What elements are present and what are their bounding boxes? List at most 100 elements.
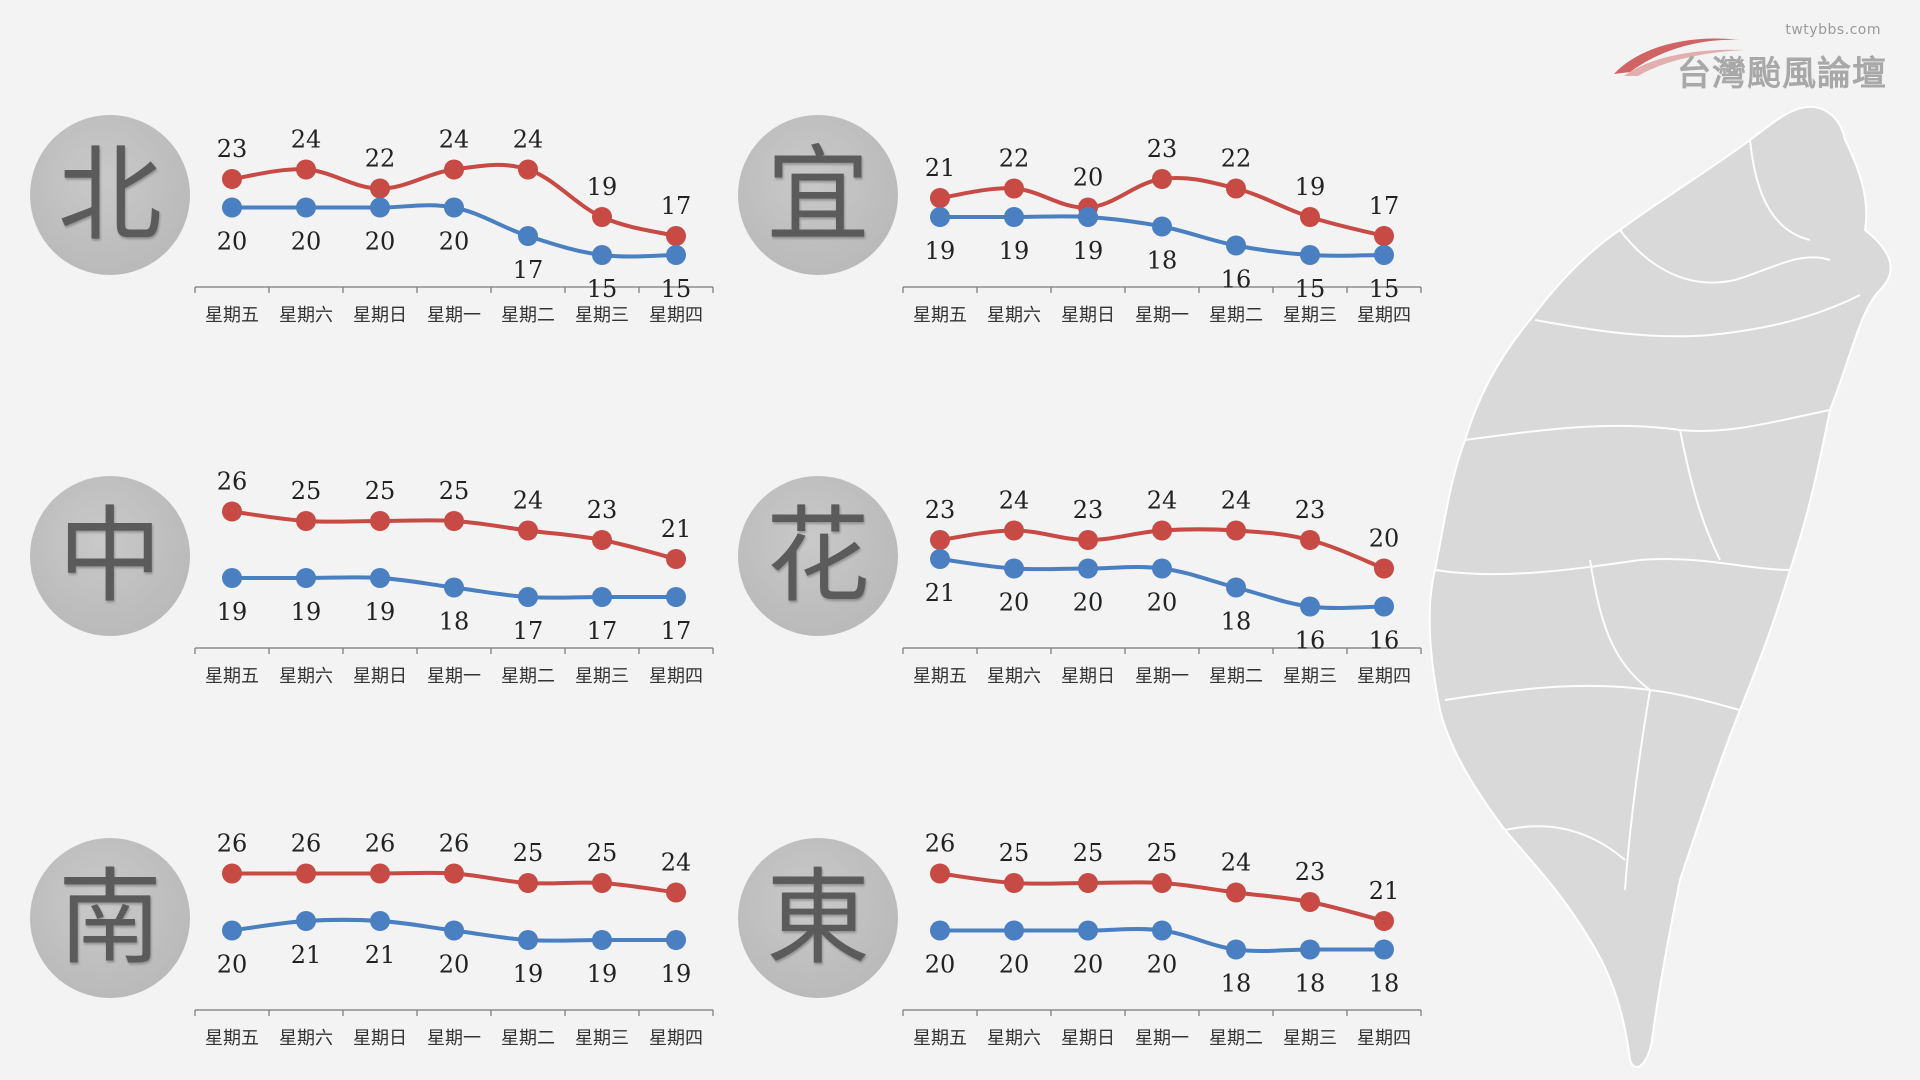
region-badge xyxy=(738,115,898,275)
data-label-low: 15 xyxy=(1295,275,1326,303)
x-tick-label: 星期五 xyxy=(913,666,967,687)
x-tick-label: 星期三 xyxy=(1283,1028,1337,1049)
x-tick-label: 星期三 xyxy=(575,666,629,687)
point-high xyxy=(222,863,242,884)
data-label-low: 20 xyxy=(999,951,1030,979)
temperature-chart-hualien: 星期五 星期六 星期日 星期一 星期二 星期三 星期四 23 24 23 24 24 23 20 21 20 2… xyxy=(902,487,1422,687)
data-label-low: 19 xyxy=(587,960,618,988)
point-high xyxy=(518,159,538,180)
data-label-high: 19 xyxy=(1295,173,1326,201)
x-tick-label: 星期日 xyxy=(353,666,407,687)
point-high xyxy=(1078,873,1098,893)
point-low xyxy=(518,226,538,246)
point-low xyxy=(1004,207,1024,227)
point-low xyxy=(930,549,950,569)
point-high xyxy=(222,169,242,189)
region-name: 宜 xyxy=(765,134,870,256)
x-tick-label: 星期一 xyxy=(1135,666,1189,687)
data-label-high: 26 xyxy=(291,830,322,858)
data-label-high: 19 xyxy=(587,173,618,201)
panel-north: 北 星期五 星期六 星期日 星期一 星期二 星期三 星期四 23 24 22 24 24 19 17 20 2… xyxy=(30,115,750,355)
data-label-high: 23 xyxy=(1295,858,1326,886)
x-tick-label: 星期二 xyxy=(1209,1028,1263,1049)
point-low xyxy=(222,920,242,941)
x-tick-label: 星期四 xyxy=(649,1028,703,1049)
point-low xyxy=(1152,216,1172,237)
panel-yilan: 宜 星期五 星期六 星期日 星期一 星期二 星期三 星期四 21 22 20 23 22 19 17 19 1… xyxy=(738,115,1458,355)
point-low xyxy=(296,197,316,218)
data-label-high: 17 xyxy=(1369,192,1400,220)
point-high xyxy=(930,530,950,550)
point-low xyxy=(666,245,686,265)
point-high xyxy=(518,520,538,541)
data-label-high: 21 xyxy=(925,154,956,182)
data-label-low: 19 xyxy=(217,598,248,626)
region-badge xyxy=(30,838,190,998)
data-label-high: 26 xyxy=(217,468,248,496)
x-tick-label: 星期四 xyxy=(1357,1028,1411,1049)
point-high xyxy=(666,882,686,903)
point-high xyxy=(666,226,686,246)
data-label-low: 20 xyxy=(1147,589,1178,617)
data-label-high: 21 xyxy=(661,515,692,543)
point-high xyxy=(370,511,390,531)
point-low xyxy=(930,207,950,227)
x-tick-label: 星期一 xyxy=(427,666,481,687)
point-high xyxy=(1226,520,1246,541)
logo-title: 台灣颱風論壇 xyxy=(1677,54,1887,94)
data-label-low: 20 xyxy=(1073,589,1104,617)
data-label-low: 20 xyxy=(291,228,322,256)
x-tick-label: 星期一 xyxy=(1135,305,1189,326)
region-name: 南 xyxy=(57,857,162,979)
x-tick-label: 星期二 xyxy=(501,1028,555,1049)
point-high xyxy=(296,863,316,884)
point-low xyxy=(444,920,464,941)
point-low xyxy=(592,930,612,950)
temperature-chart-central: 星期五 星期六 星期日 星期一 星期二 星期三 星期四 26 25 25 25 24 23 21 19 19 1… xyxy=(194,468,714,687)
site-logo[interactable]: twtybbs.com 台灣颱風論壇 xyxy=(1600,18,1905,94)
data-label-high: 17 xyxy=(661,192,692,220)
point-high xyxy=(1004,520,1024,541)
x-tick-label: 星期三 xyxy=(575,1028,629,1049)
point-high xyxy=(1374,226,1394,246)
data-label-high: 26 xyxy=(925,830,956,858)
data-label-high: 22 xyxy=(999,145,1030,173)
data-label-low: 18 xyxy=(439,608,470,636)
data-label-high: 24 xyxy=(1221,849,1252,877)
x-tick-label: 星期一 xyxy=(427,305,481,326)
x-tick-label: 星期日 xyxy=(1061,666,1115,687)
x-tick-label: 星期二 xyxy=(501,666,555,687)
data-label-high: 24 xyxy=(661,849,692,877)
temperature-chart-east: 星期五 星期六 星期日 星期一 星期二 星期三 星期四 26 25 25 25 24 23 21 20 20 2… xyxy=(902,830,1422,1049)
x-tick-label: 星期一 xyxy=(1135,1028,1189,1049)
point-high xyxy=(296,511,316,531)
data-label-low: 20 xyxy=(925,951,956,979)
data-label-high: 24 xyxy=(513,487,544,515)
data-label-high: 24 xyxy=(291,126,322,154)
data-label-low: 18 xyxy=(1221,608,1252,636)
data-label-high: 23 xyxy=(1295,496,1326,524)
point-high xyxy=(1374,911,1394,931)
point-high xyxy=(1300,530,1320,550)
data-label-low: 20 xyxy=(439,228,470,256)
point-low xyxy=(1226,577,1246,598)
taiwan-map-icon xyxy=(1428,105,1892,1068)
data-label-low: 16 xyxy=(1369,627,1400,655)
data-label-high: 21 xyxy=(1369,877,1400,905)
data-label-high: 25 xyxy=(291,477,322,505)
point-low xyxy=(1152,920,1172,941)
panel-hualien: 花 星期五 星期六 星期日 星期一 星期二 星期三 星期四 23 24 23 24 24 23 20 21 2… xyxy=(738,476,1458,716)
x-tick-label: 星期三 xyxy=(1283,666,1337,687)
x-tick-label: 星期三 xyxy=(1283,305,1337,326)
data-label-high: 23 xyxy=(217,135,248,163)
point-low xyxy=(1374,596,1394,617)
temperature-chart-yilan: 星期五 星期六 星期日 星期一 星期二 星期三 星期四 21 22 20 23 22 19 17 19 19 1… xyxy=(902,135,1422,326)
x-tick-label: 星期日 xyxy=(353,305,407,326)
point-high xyxy=(1152,873,1172,893)
data-label-low: 21 xyxy=(365,941,396,969)
point-high xyxy=(1078,530,1098,550)
point-low xyxy=(444,577,464,598)
data-label-high: 25 xyxy=(439,477,470,505)
x-tick-label: 星期四 xyxy=(649,305,703,326)
point-high xyxy=(1152,169,1172,189)
